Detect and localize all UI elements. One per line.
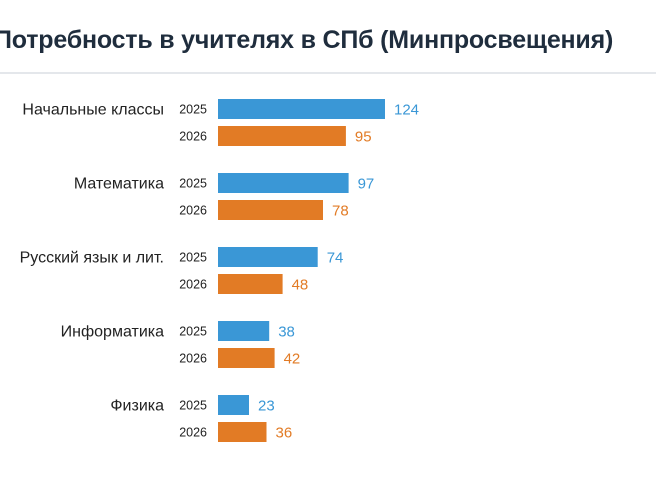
category-group: Русский язык и лит. 2025 74 2026 48 (20, 247, 344, 294)
bar (218, 395, 249, 415)
value-label: 78 (332, 203, 349, 220)
series-label: 2026 (179, 130, 207, 144)
value-label: 95 (355, 129, 372, 146)
series-label: 2026 (179, 426, 207, 440)
value-label: 38 (278, 324, 295, 341)
bar (218, 247, 318, 267)
series-label: 2025 (179, 177, 207, 191)
series-label: 2026 (179, 278, 207, 292)
series-label: 2026 (179, 352, 207, 366)
category-label: Информатика (61, 324, 164, 341)
series-label: 2026 (179, 204, 207, 218)
category-label: Русский язык и лит. (20, 250, 164, 267)
bar (218, 126, 346, 146)
category-label: Физика (110, 398, 164, 415)
value-label: 97 (358, 176, 375, 193)
category-group: Начальные классы 2025 124 2026 95 (22, 99, 419, 146)
bar (218, 200, 323, 220)
series-label: 2025 (179, 103, 207, 117)
category-group: Математика 2025 97 2026 78 (74, 173, 374, 220)
bar (218, 173, 349, 193)
value-label: 42 (284, 351, 301, 368)
series-label: 2025 (179, 325, 207, 339)
chart-title: Потребность в учителях в СПб (Минпросвещ… (0, 26, 614, 54)
category-group: Информатика 2025 38 2026 42 (61, 321, 301, 368)
value-label: 23 (258, 398, 275, 415)
value-label: 74 (327, 250, 344, 267)
bar (218, 422, 267, 442)
title-divider (0, 72, 656, 74)
value-label: 36 (276, 425, 293, 442)
bar (218, 99, 385, 119)
bar (218, 348, 275, 368)
value-label: 48 (292, 277, 309, 294)
category-group: Физика 2025 23 2026 36 (110, 395, 292, 442)
bar (218, 321, 270, 341)
category-label: Начальные классы (22, 102, 164, 119)
series-label: 2025 (179, 399, 207, 413)
category-label: Математика (74, 176, 164, 193)
value-label: 124 (394, 102, 419, 119)
bar (218, 274, 283, 294)
series-label: 2025 (179, 251, 207, 265)
